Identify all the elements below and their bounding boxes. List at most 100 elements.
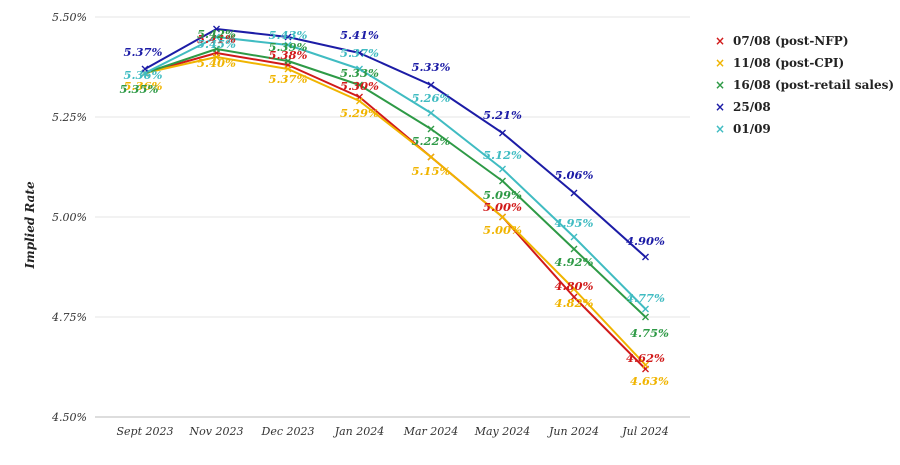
x-tick-label: Dec 2023: [261, 425, 315, 438]
legend-label: 01/09: [733, 122, 771, 136]
data-label: 5.29%: [340, 106, 379, 120]
data-label: 5.43%: [269, 28, 308, 42]
legend-marker-icon: ×: [715, 100, 726, 114]
data-point-marker: [642, 253, 649, 261]
legend-item[interactable]: × 07/08 (post-NFP): [715, 30, 894, 52]
data-point-marker: [427, 153, 435, 161]
grid-lines: [95, 16, 690, 418]
legend-item[interactable]: × 16/08 (post-retail sales): [715, 74, 894, 96]
series-line: [144, 52, 647, 370]
x-tick-label: Jan 2024: [333, 425, 385, 438]
data-label: 4.63%: [630, 374, 669, 388]
data-label: 5.45%: [197, 37, 236, 51]
data-point-marker: [499, 129, 506, 137]
data-point-marker: [213, 45, 220, 53]
data-point-marker: [213, 33, 220, 41]
data-label: 4.62%: [626, 351, 665, 365]
data-point-marker: [213, 53, 220, 61]
data-label: 5.12%: [483, 148, 522, 162]
data-point-marker: [427, 81, 435, 89]
x-tick-label: Jul 2024: [620, 425, 669, 438]
data-point-marker: [356, 81, 363, 89]
data-point-marker: [284, 33, 292, 41]
data-point-marker: [642, 313, 649, 321]
data-label: 5.00%: [483, 200, 522, 214]
series-lines: [141, 25, 649, 373]
data-label: 5.41%: [340, 28, 379, 42]
x-tick-label: May 2024: [474, 425, 531, 438]
data-label: 5.33%: [340, 66, 379, 80]
data-label: 5.38%: [269, 48, 308, 62]
data-label: 4.82%: [555, 296, 594, 310]
data-point-marker: [427, 109, 435, 117]
data-label: 5.21%: [483, 108, 522, 122]
legend-item[interactable]: × 25/08: [715, 96, 894, 118]
x-tick-label: Mar 2024: [403, 425, 459, 438]
legend-marker-icon: ×: [715, 34, 726, 48]
y-axis-ticks: 4.50% 4.75% 5.00% 5.25% 5.50%: [51, 11, 87, 424]
legend-item[interactable]: × 01/09: [715, 118, 894, 140]
data-point-marker: [642, 305, 649, 313]
y-tick-label: 4.75%: [51, 311, 87, 324]
data-point-marker: [570, 189, 578, 197]
series-line: [144, 36, 647, 310]
data-label: 5.39%: [269, 40, 308, 54]
data-point-marker: [284, 57, 292, 65]
data-point-marker: [570, 285, 578, 293]
series-line: [144, 56, 647, 366]
data-point-marker: [570, 233, 578, 241]
data-label: 5.00%: [483, 223, 522, 237]
legend-label: 07/08 (post-NFP): [733, 34, 849, 48]
data-point-marker: [284, 41, 292, 49]
legend-label: 25/08: [733, 100, 771, 114]
data-label: 5.36%: [124, 68, 163, 82]
data-label: 4.90%: [626, 234, 665, 248]
legend-marker-icon: ×: [715, 78, 726, 92]
legend-marker-icon: ×: [715, 56, 726, 70]
data-point-marker: [213, 25, 220, 33]
data-label: 4.75%: [630, 326, 669, 340]
data-label: 4.80%: [555, 279, 594, 293]
data-point-marker: [570, 293, 578, 301]
legend-label: 16/08 (post-retail sales): [733, 78, 895, 92]
data-label: 5.37%: [340, 46, 379, 60]
data-point-marker: [499, 177, 506, 185]
legend-label: 11/08 (post-CPI): [733, 56, 845, 70]
data-label: 5.09%: [483, 188, 522, 202]
data-labels: 5.41% 5.38% 5.30% 5.00% 4.80% 4.62% 5.36% 5.40%…: [120, 27, 670, 388]
data-label: 5.37%: [269, 72, 308, 86]
data-point-marker: [141, 65, 149, 73]
data-label: 5.26%: [412, 91, 451, 105]
y-axis-label: Implied Rate: [23, 181, 37, 270]
data-label: 5.36%: [124, 79, 163, 93]
legend: × 07/08 (post-NFP) × 11/08 (post-CPI) × …: [715, 30, 894, 140]
data-label: 5.22%: [412, 134, 451, 148]
series-line: [144, 48, 647, 318]
y-tick-label: 5.00%: [52, 211, 87, 224]
x-tick-label: Sept 2023: [117, 425, 174, 438]
data-point-marker: [284, 65, 292, 73]
data-label: 5.37%: [124, 45, 163, 59]
y-tick-label: 5.25%: [52, 111, 87, 124]
data-label: 5.15%: [412, 164, 451, 178]
data-point-marker: [499, 213, 506, 221]
series-line: [144, 28, 647, 258]
data-label: 5.41%: [197, 32, 236, 46]
data-point-marker: [427, 125, 435, 133]
data-point-marker: [499, 165, 506, 173]
x-axis-ticks: Sept 2023 Nov 2023 Dec 2023 Jan 2024 Mar 202…: [117, 425, 669, 438]
data-label: 5.33%: [412, 60, 451, 74]
legend-item[interactable]: × 11/08 (post-CPI): [715, 52, 894, 74]
data-point-marker: [642, 361, 649, 369]
data-label: 4.95%: [555, 216, 594, 230]
data-label: 5.06%: [555, 168, 594, 182]
x-tick-label: Jun 2024: [547, 425, 599, 438]
legend-marker-icon: ×: [715, 122, 726, 136]
y-tick-label: 5.50%: [52, 11, 87, 24]
data-label: 5.40%: [197, 56, 236, 70]
data-point-marker: [356, 49, 363, 57]
data-point-marker: [570, 245, 578, 253]
data-label: 4.92%: [555, 255, 594, 269]
data-label: 4.77%: [626, 291, 665, 305]
